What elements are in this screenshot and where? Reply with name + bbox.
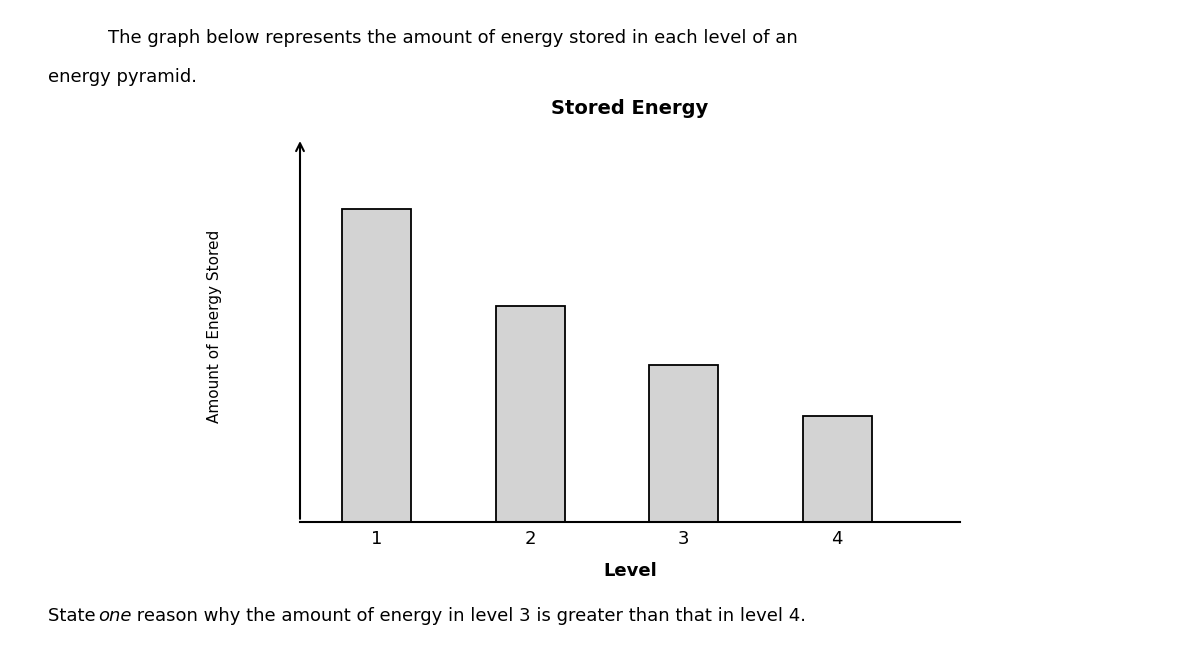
Text: one: one (98, 606, 132, 625)
Bar (649, 365, 719, 522)
X-axis label: Level: Level (604, 562, 656, 580)
Text: energy pyramid.: energy pyramid. (48, 68, 197, 87)
Bar (496, 306, 565, 522)
Title: Stored Energy: Stored Energy (551, 98, 709, 118)
Text: State: State (48, 606, 101, 625)
Text: reason why the amount of energy in level 3 is greater than that in level 4.: reason why the amount of energy in level… (131, 606, 806, 625)
Bar (342, 209, 412, 522)
Bar (803, 416, 871, 522)
Text: Amount of Energy Stored: Amount of Energy Stored (206, 230, 222, 422)
Text: The graph below represents the amount of energy stored in each level of an: The graph below represents the amount of… (108, 29, 798, 48)
